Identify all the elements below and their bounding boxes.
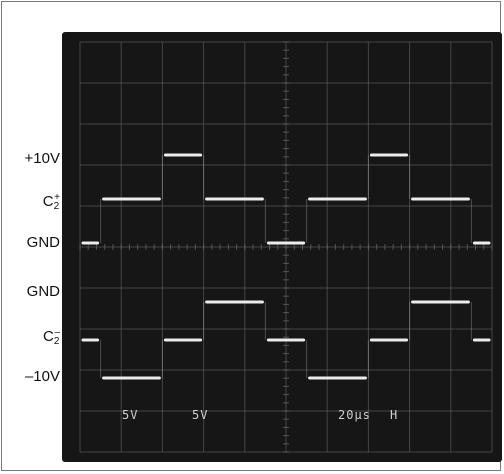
- ch1-scale-readout: 5V: [122, 408, 139, 422]
- ch2-scale-readout: 5V: [192, 408, 209, 422]
- label-c2-minus: C2–: [43, 327, 60, 347]
- timebase-readout: 20µs: [338, 408, 371, 422]
- label-gnd-upper: GND: [26, 234, 60, 251]
- oscilloscope-screen: 5V 5V 20µs H: [62, 32, 502, 462]
- label-c2-plus: C2+: [42, 192, 60, 212]
- waveform-plot: [79, 41, 493, 453]
- trigger-readout: H: [390, 408, 399, 422]
- label-gnd-lower: GND: [26, 283, 60, 300]
- label-plus-10v: +10V: [24, 150, 60, 167]
- label-minus-10v: –10V: [24, 368, 60, 385]
